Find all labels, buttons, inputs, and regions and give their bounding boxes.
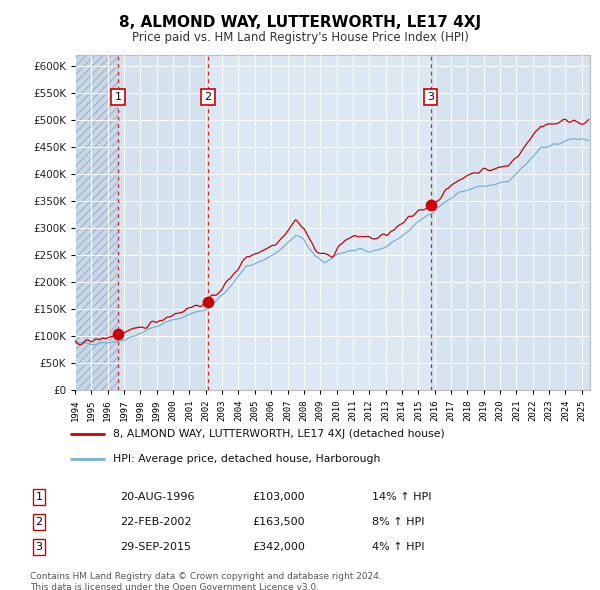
Text: 8, ALMOND WAY, LUTTERWORTH, LE17 4XJ: 8, ALMOND WAY, LUTTERWORTH, LE17 4XJ [119, 15, 481, 30]
Text: 2: 2 [205, 92, 212, 102]
Bar [431, 55, 590, 390]
Text: Contains HM Land Registry data © Crown copyright and database right 2024.: Contains HM Land Registry data © Crown c… [30, 572, 382, 581]
Bar [75, 55, 118, 390]
Text: Price paid vs. HM Land Registry's House Price Index (HPI): Price paid vs. HM Land Registry's House … [131, 31, 469, 44]
Text: 14% ↑ HPI: 14% ↑ HPI [372, 492, 431, 502]
Text: 1: 1 [115, 92, 122, 102]
Bar [118, 55, 208, 390]
Text: 22-FEB-2002: 22-FEB-2002 [120, 517, 191, 527]
Text: 3: 3 [35, 542, 43, 552]
Text: £342,000: £342,000 [252, 542, 305, 552]
Bar [75, 55, 118, 390]
Text: HPI: Average price, detached house, Harborough: HPI: Average price, detached house, Harb… [113, 454, 380, 464]
Text: 1: 1 [35, 492, 43, 502]
Point [426, 201, 436, 210]
Text: 29-SEP-2015: 29-SEP-2015 [120, 542, 191, 552]
Text: 4% ↑ HPI: 4% ↑ HPI [372, 542, 425, 552]
Text: This data is licensed under the Open Government Licence v3.0.: This data is licensed under the Open Gov… [30, 583, 319, 590]
Text: 8% ↑ HPI: 8% ↑ HPI [372, 517, 425, 527]
Text: 8, ALMOND WAY, LUTTERWORTH, LE17 4XJ (detached house): 8, ALMOND WAY, LUTTERWORTH, LE17 4XJ (de… [113, 429, 445, 439]
Point [203, 297, 213, 306]
Text: £163,500: £163,500 [252, 517, 305, 527]
Text: 2: 2 [35, 517, 43, 527]
Text: 20-AUG-1996: 20-AUG-1996 [120, 492, 194, 502]
Point [113, 330, 123, 339]
Text: £103,000: £103,000 [252, 492, 305, 502]
Text: 3: 3 [427, 92, 434, 102]
